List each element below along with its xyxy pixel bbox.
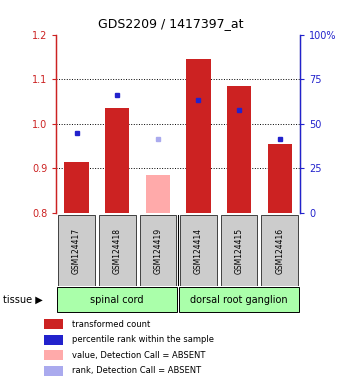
- Text: tissue ▶: tissue ▶: [3, 295, 43, 305]
- Bar: [105, 108, 129, 213]
- Text: percentile rank within the sample: percentile rank within the sample: [72, 335, 213, 344]
- Bar: [99, 215, 135, 286]
- Bar: [57, 287, 177, 313]
- Bar: [221, 215, 257, 286]
- Text: GSM124414: GSM124414: [194, 227, 203, 274]
- Bar: [268, 144, 292, 213]
- Bar: [186, 59, 211, 213]
- Text: value, Detection Call = ABSENT: value, Detection Call = ABSENT: [72, 351, 205, 360]
- Bar: [179, 287, 299, 313]
- Text: rank, Detection Call = ABSENT: rank, Detection Call = ABSENT: [72, 366, 201, 375]
- Text: GDS2209 / 1417397_at: GDS2209 / 1417397_at: [98, 17, 243, 30]
- Bar: [139, 215, 176, 286]
- Text: spinal cord: spinal cord: [90, 295, 144, 305]
- Text: GSM124416: GSM124416: [275, 227, 284, 274]
- Text: GSM124419: GSM124419: [153, 227, 162, 274]
- Text: dorsal root ganglion: dorsal root ganglion: [190, 295, 288, 305]
- Text: GSM124415: GSM124415: [235, 227, 243, 274]
- Bar: [58, 215, 95, 286]
- Text: GSM124417: GSM124417: [72, 227, 81, 274]
- Bar: [64, 162, 89, 213]
- Text: GSM124418: GSM124418: [113, 228, 122, 273]
- Bar: [262, 215, 298, 286]
- Bar: [180, 215, 217, 286]
- Text: transformed count: transformed count: [72, 320, 150, 329]
- Bar: [146, 175, 170, 213]
- Bar: [227, 86, 251, 213]
